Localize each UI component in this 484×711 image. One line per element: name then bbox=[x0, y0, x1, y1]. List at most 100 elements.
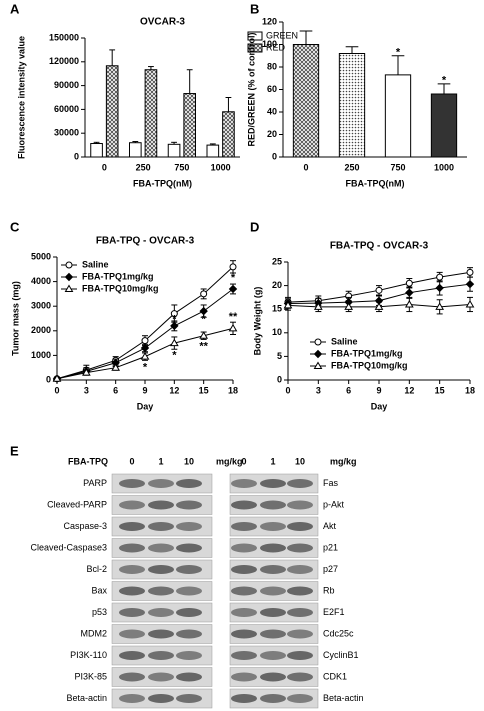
x-tick-label: 9 bbox=[376, 385, 381, 395]
annotation: ** bbox=[199, 341, 208, 353]
marker bbox=[169, 338, 179, 347]
chart-title: FBA-TPQ - OVCAR-3 bbox=[330, 241, 429, 252]
blot-band bbox=[231, 629, 257, 639]
x-tick-label: 3 bbox=[84, 385, 89, 395]
marker bbox=[313, 302, 323, 310]
blot-band bbox=[148, 629, 174, 639]
protein-label: Beta-actin bbox=[323, 693, 364, 703]
y-tick-label: 5000 bbox=[31, 251, 51, 261]
x-tick-label: 12 bbox=[404, 385, 414, 395]
y-tick-label: 60000 bbox=[54, 104, 79, 114]
panel-label: A bbox=[10, 1, 20, 16]
legend-label: FBA-TPQ1mg/kg bbox=[82, 271, 154, 281]
marker bbox=[374, 302, 384, 310]
unit-label: mg/kg bbox=[216, 456, 243, 466]
annotation: * bbox=[143, 362, 148, 374]
blot-band bbox=[260, 608, 286, 617]
bar bbox=[222, 111, 235, 158]
annotation: * bbox=[172, 349, 177, 361]
x-tick-label: 9 bbox=[142, 385, 147, 395]
y-tick-label: 90000 bbox=[54, 80, 79, 90]
y-tick-label: 20 bbox=[272, 280, 282, 290]
protein-label: E2F1 bbox=[323, 607, 345, 617]
bar bbox=[183, 93, 196, 158]
y-tick-label: 60 bbox=[267, 84, 277, 94]
marker bbox=[81, 368, 91, 376]
x-tick-label: 15 bbox=[199, 385, 209, 395]
protein-label: Fas bbox=[323, 478, 339, 488]
chart-title: FBA-TPQ - OVCAR-3 bbox=[96, 236, 195, 247]
marker bbox=[405, 279, 413, 287]
marker bbox=[344, 302, 354, 310]
legend-label: FBA-TPQ1mg/kg bbox=[331, 348, 403, 358]
dose-label: 0 bbox=[129, 456, 134, 466]
marker bbox=[435, 302, 445, 310]
protein-label: Beta-actin bbox=[66, 693, 107, 703]
blot-band bbox=[148, 479, 174, 488]
blot-band bbox=[148, 522, 174, 531]
marker bbox=[436, 273, 444, 281]
blot-band bbox=[260, 629, 286, 639]
legend-label: RED bbox=[266, 42, 286, 52]
y-tick-label: 3000 bbox=[31, 301, 51, 311]
blot-band bbox=[287, 672, 313, 682]
blot-band bbox=[119, 479, 145, 488]
y-tick-label: 0 bbox=[277, 374, 282, 384]
y-tick-label: 4000 bbox=[31, 276, 51, 286]
y-tick-label: 80 bbox=[267, 61, 277, 71]
protein-label: CDK1 bbox=[323, 671, 347, 681]
protein-label: p-Akt bbox=[323, 499, 345, 509]
marker bbox=[111, 363, 121, 371]
blot-band bbox=[119, 543, 145, 553]
protein-label: p27 bbox=[323, 564, 338, 574]
y-axis-label: RED/GREEN (% of control) bbox=[246, 32, 256, 146]
blot-band bbox=[176, 565, 202, 574]
blot-band bbox=[119, 500, 145, 510]
blot-band bbox=[231, 543, 257, 553]
bar bbox=[292, 44, 320, 158]
blot-band bbox=[287, 522, 313, 531]
protein-label: p21 bbox=[323, 542, 338, 552]
blot-band bbox=[287, 608, 313, 617]
x-tick-label: 750 bbox=[174, 162, 189, 172]
x-tick-label: 1000 bbox=[434, 162, 454, 172]
bar bbox=[90, 143, 103, 158]
blot-band bbox=[287, 565, 313, 574]
panel-label: D bbox=[250, 219, 259, 234]
blot-band bbox=[176, 522, 202, 531]
protein-label: Caspase-3 bbox=[63, 521, 107, 531]
y-axis-label: Tumor mass (mg) bbox=[10, 281, 20, 356]
protein-label: Rb bbox=[323, 585, 335, 595]
x-tick-label: 3 bbox=[316, 385, 321, 395]
y-tick-label: 150000 bbox=[49, 32, 79, 42]
marker bbox=[375, 286, 383, 294]
legend-label: GREEN bbox=[266, 30, 298, 40]
marker bbox=[199, 306, 208, 316]
y-tick-label: 20 bbox=[267, 129, 277, 139]
protein-label: Cleaved-PARP bbox=[47, 499, 107, 509]
marker bbox=[228, 284, 238, 294]
legend-swatch bbox=[247, 31, 263, 41]
bar bbox=[338, 53, 366, 158]
bar bbox=[206, 144, 220, 158]
x-tick-label: 0 bbox=[285, 385, 290, 395]
annotation: * bbox=[231, 272, 236, 284]
protein-label: Bcl-2 bbox=[86, 564, 107, 574]
blot-band bbox=[260, 672, 286, 682]
x-tick-label: 6 bbox=[113, 385, 118, 395]
blot-band bbox=[231, 651, 257, 660]
dose-label: 10 bbox=[184, 456, 194, 466]
x-tick-label: 0 bbox=[303, 162, 308, 172]
blot-band bbox=[260, 565, 286, 574]
marker bbox=[64, 272, 74, 282]
blot-band bbox=[287, 543, 313, 553]
x-tick-label: 0 bbox=[54, 385, 59, 395]
blot-band bbox=[260, 500, 286, 510]
marker bbox=[465, 279, 475, 289]
blot-band bbox=[148, 651, 174, 660]
blot-band bbox=[176, 651, 202, 660]
annotation: * bbox=[202, 314, 207, 326]
blot-band bbox=[119, 608, 145, 617]
blot-band bbox=[231, 500, 257, 510]
panel-label: B bbox=[250, 1, 259, 16]
